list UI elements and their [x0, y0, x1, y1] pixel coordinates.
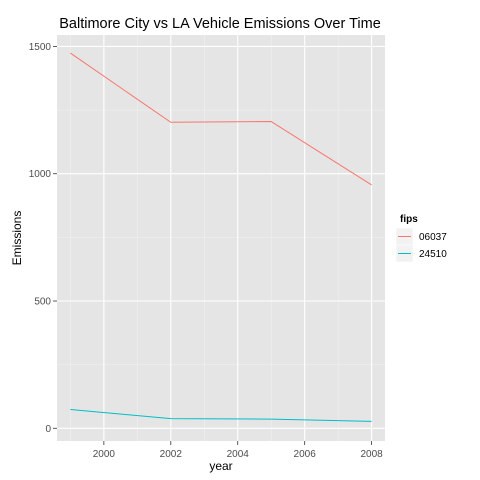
- x-tick-label: 2008: [360, 449, 383, 460]
- legend-title: fips: [400, 214, 418, 225]
- x-tick-label: 2006: [294, 449, 317, 460]
- legend-label-24510: 24510: [419, 249, 447, 260]
- series-lines: [70, 52, 372, 422]
- x-tick-label: 2002: [160, 449, 183, 460]
- y-axis-title: Emissions: [10, 211, 24, 266]
- plot-panel: [57, 35, 385, 441]
- series-line-06037: [70, 52, 372, 186]
- legend-label-06037: 06037: [419, 232, 447, 243]
- x-tick-label: 2004: [227, 449, 250, 460]
- x-axis-title: year: [209, 459, 232, 473]
- y-axis-ticks: 0 500 1000 1500: [29, 42, 57, 435]
- minor-gridlines: [57, 35, 385, 441]
- legend: fips 06037 24510: [395, 214, 447, 263]
- y-tick-label: 1000: [29, 169, 52, 180]
- major-gridlines: [57, 35, 385, 441]
- y-tick-label: 1500: [29, 42, 52, 53]
- y-tick-label: 0: [45, 424, 51, 435]
- chart-title: Baltimore City vs LA Vehicle Emissions O…: [59, 16, 381, 32]
- series-line-24510: [70, 408, 372, 422]
- x-axis-ticks: 2000 2002 2004 2006 2008: [93, 441, 383, 460]
- x-tick-label: 2000: [93, 449, 116, 460]
- y-tick-label: 500: [34, 297, 51, 308]
